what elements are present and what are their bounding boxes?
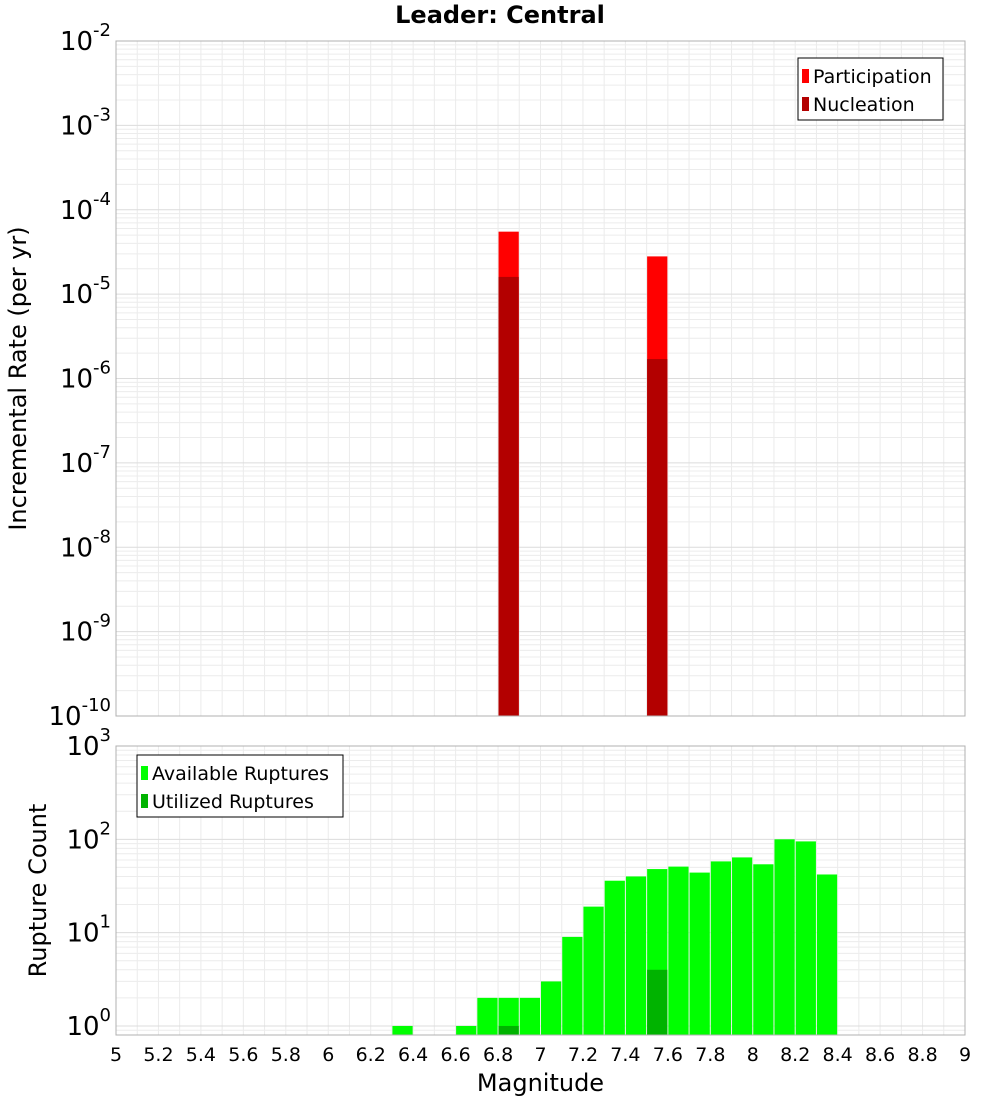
bottom-bar-available-ruptures <box>689 872 710 1035</box>
bottom-legend-label: Available Ruptures <box>152 763 329 785</box>
bottom-x-tick-label: 8.4 <box>823 1044 853 1066</box>
bottom-x-axis-title: Magnitude <box>477 1069 604 1097</box>
bottom-x-tick-label: 6.6 <box>440 1044 470 1066</box>
top-y-tick-label: 10-9 <box>60 611 111 648</box>
bottom-y-ticks: 100 101 102 103 <box>66 725 111 1042</box>
bottom-x-ticks: 5 5.2 5.4 5.6 5.8 6 6.2 6.4 6.6 6.8 7 7.2 7.4 7.6 7.8 8… <box>110 1044 971 1066</box>
top-y-tick-label: 10-3 <box>60 104 111 141</box>
bottom-x-tick-label: 8.2 <box>780 1044 810 1066</box>
bottom-bar-available-ruptures <box>795 841 816 1035</box>
bottom-y-axis-title: Rupture Count <box>24 804 52 978</box>
bottom-x-tick-label: 7.6 <box>653 1044 683 1066</box>
bottom-bar-available-ruptures <box>625 876 647 1035</box>
bottom-frame <box>115 745 966 1036</box>
top-y-ticks: 10-10 10-9 10-8 10-7 10-6 10-5 10-4 10-3 10-2 <box>49 20 112 732</box>
bottom-x-tick-label: 7.4 <box>610 1044 640 1066</box>
bottom-bar-available-ruptures <box>562 936 583 1035</box>
bottom-bar-utilized-ruptures <box>647 969 668 1035</box>
bottom-bar-available-ruptures <box>541 981 562 1035</box>
top-y-tick-label: 10-8 <box>60 526 111 563</box>
bottom-x-tick-label: 7 <box>534 1044 546 1066</box>
top-bars <box>498 231 668 716</box>
top-legend-label: Participation <box>813 66 932 88</box>
top-legend-swatch <box>802 97 809 111</box>
bottom-bar-available-ruptures <box>604 880 625 1035</box>
top-legend: Participation Nucleation <box>797 57 944 121</box>
bottom-x-tick-label: 5.8 <box>271 1044 301 1066</box>
bottom-bar-available-ruptures <box>732 857 753 1035</box>
top-y-tick-label: 10-7 <box>60 442 111 479</box>
top-panel: 10-10 10-9 10-8 10-7 10-6 10-5 10-4 10-3 10-2 Inc… <box>4 20 966 732</box>
bottom-x-tick-label: 6 <box>322 1044 334 1066</box>
bottom-bar-available-ruptures <box>498 997 519 1035</box>
bottom-bars <box>392 839 838 1035</box>
bottom-bar-available-ruptures <box>753 864 774 1035</box>
top-y-tick-label: 10-2 <box>60 20 111 57</box>
bottom-x-tick-label: 8 <box>747 1044 759 1066</box>
bottom-legend: Available Ruptures Utilized Ruptures <box>136 754 344 818</box>
bottom-bar-available-ruptures <box>583 906 604 1035</box>
bottom-bar-available-ruptures <box>477 997 498 1035</box>
top-y-tick-label: 10-10 <box>49 695 112 732</box>
chart-title: Leader: Central <box>395 1 605 29</box>
bottom-y-tick-label: 103 <box>66 725 111 762</box>
bottom-legend-box <box>136 754 344 818</box>
bottom-bar-available-ruptures <box>456 1025 477 1035</box>
top-bar-nucleation <box>647 359 668 716</box>
top-frame <box>115 40 966 717</box>
top-bar-nucleation <box>498 276 519 716</box>
bottom-bar-available-ruptures <box>392 1025 413 1035</box>
bottom-x-tick-label: 7.2 <box>568 1044 598 1066</box>
bottom-legend-label: Utilized Ruptures <box>152 791 314 813</box>
bottom-x-tick-label: 6.8 <box>483 1044 513 1066</box>
bottom-legend-swatch <box>141 794 148 808</box>
top-y-tick-label: 10-6 <box>60 358 111 395</box>
bottom-x-tick-label: 8.6 <box>865 1044 895 1066</box>
bottom-x-tick-label: 6.2 <box>356 1044 386 1066</box>
top-legend-box <box>797 57 944 121</box>
bottom-x-tick-label: 5.2 <box>143 1044 173 1066</box>
top-y-axis-title: Incremental Rate (per yr) <box>4 226 32 530</box>
bottom-x-tick-label: 8.8 <box>907 1044 937 1066</box>
bottom-x-tick-label: 6.4 <box>398 1044 428 1066</box>
bottom-bar-utilized-ruptures <box>498 1025 519 1035</box>
bottom-x-tick-label: 5.4 <box>186 1044 216 1066</box>
bottom-legend-swatch <box>141 766 148 780</box>
bottom-y-tick-label: 100 <box>66 1005 111 1042</box>
bottom-x-tick-label: 5 <box>110 1044 122 1066</box>
top-y-tick-label: 10-4 <box>60 189 111 226</box>
bottom-x-tick-label: 9 <box>959 1044 971 1066</box>
top-grid <box>115 40 966 717</box>
bottom-bar-available-ruptures <box>816 874 838 1035</box>
top-legend-swatch <box>802 69 809 83</box>
bottom-bar-available-ruptures <box>668 866 689 1035</box>
bottom-y-tick-label: 101 <box>66 912 111 949</box>
bottom-bar-available-ruptures <box>774 839 795 1035</box>
top-legend-label: Nucleation <box>813 94 915 116</box>
top-y-tick-label: 10-5 <box>60 273 111 310</box>
bottom-bar-available-ruptures <box>519 997 540 1035</box>
bottom-bar-available-ruptures <box>710 861 732 1035</box>
bottom-y-tick-label: 102 <box>66 818 111 855</box>
bottom-x-tick-label: 7.8 <box>695 1044 725 1066</box>
bottom-x-tick-label: 5.6 <box>228 1044 258 1066</box>
